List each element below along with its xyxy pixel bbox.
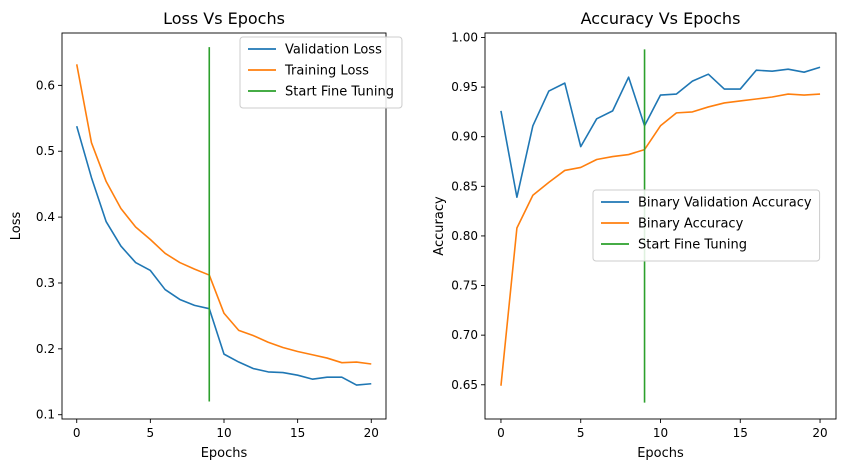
y-tick-label: 0.5 (36, 144, 55, 158)
y-tick-label: 0.4 (36, 210, 55, 224)
legend-label: Binary Accuracy (638, 217, 744, 232)
x-tick-label: 20 (364, 426, 379, 440)
x-tick-label: 10 (653, 426, 668, 440)
legend-label: Validation Loss (285, 43, 382, 58)
x-tick-label: 5 (147, 426, 155, 440)
legend-label: Start Fine Tuning (638, 238, 747, 253)
y-axis-label: Accuracy (432, 196, 447, 256)
chart-title: Accuracy Vs Epochs (581, 9, 741, 28)
accuracy-chart: Accuracy Vs Epochs 0 5 10 15 20 0.65 0.70 0.75 0.… (432, 9, 837, 461)
y-tick-label: 0.85 (451, 179, 478, 193)
x-axis-label: Epochs (201, 446, 248, 461)
legend: Binary Validation Accuracy Binary Accurac… (592, 189, 821, 262)
chart-title: Loss Vs Epochs (163, 9, 285, 28)
series-line-training-loss (75, 64, 372, 365)
x-tick-label: 15 (733, 426, 748, 440)
y-tick-label: 0.75 (451, 279, 478, 293)
y-tick-label: 1.00 (451, 30, 478, 44)
x-tick-label: 20 (812, 426, 827, 440)
y-tick-label: 0.95 (451, 80, 478, 94)
series-line-binary-validation-accuracy (500, 66, 821, 199)
legend-label: Training Loss (284, 64, 369, 79)
legend: Validation Loss Training Loss Start Fine T… (239, 36, 403, 109)
legend-label: Binary Validation Accuracy (638, 196, 812, 211)
loss-chart: Loss Vs Epochs 0 5 10 15 20 0.1 0.2 0.3 0.4 0.5 0.6… (9, 9, 403, 461)
y-tick-label: 0.70 (451, 328, 478, 342)
legend-box (592, 189, 821, 262)
x-tick-label: 0 (497, 426, 505, 440)
y-tick-label: 0.80 (451, 229, 478, 243)
y-tick-label: 0.3 (36, 276, 55, 290)
y-tick-label: 0.2 (36, 342, 55, 356)
y-tick-label: 0.1 (36, 408, 55, 422)
x-tick-label: 10 (216, 426, 231, 440)
x-axis-label: Epochs (637, 446, 684, 461)
y-tick-label: 0.90 (451, 130, 478, 144)
x-tick-label: 0 (73, 426, 81, 440)
series-line-binary-accuracy (500, 93, 821, 386)
legend-label: Start Fine Tuning (285, 85, 394, 100)
legend-box (239, 36, 403, 109)
y-axis-label: Loss (9, 212, 24, 241)
y-tick-label: 0.6 (36, 78, 55, 92)
x-tick-label: 5 (577, 426, 585, 440)
x-tick-label: 15 (290, 426, 305, 440)
series-line-validation-loss (75, 125, 372, 386)
y-tick-label: 0.65 (451, 378, 478, 392)
